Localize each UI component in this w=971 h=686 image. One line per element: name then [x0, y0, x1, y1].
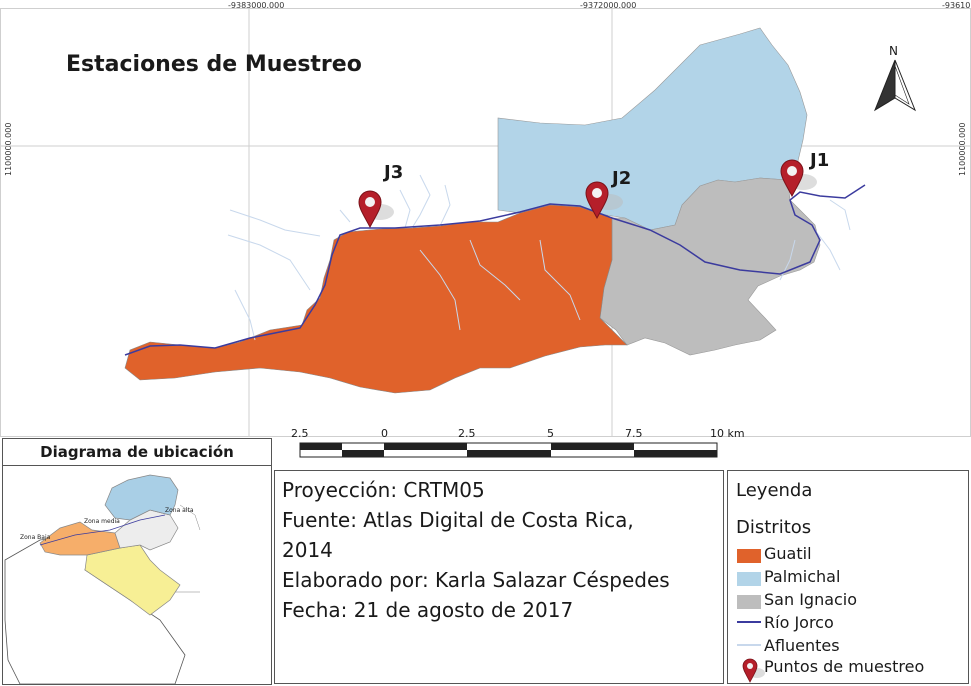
north-arrow-icon: [873, 59, 917, 112]
station-pin-j1: [780, 159, 817, 198]
station-pin-j3: [358, 190, 394, 229]
locator-label-zona-media: Zona media: [84, 518, 120, 525]
station-pin-j2: [585, 181, 623, 220]
legend-title: Leyenda: [736, 480, 813, 501]
legend-item-puntos: Puntos de muestreo: [764, 657, 925, 676]
locator-label-zona-alta: Zona alta: [165, 507, 194, 514]
blue-swatch-icon: [737, 572, 761, 586]
legend-item-afluentes: Afluentes: [764, 636, 840, 655]
legend-item-guatil: Guatil: [764, 544, 812, 563]
grid-label-top-2: -9372000.000: [580, 1, 637, 10]
map-title: Estaciones de Muestreo: [66, 52, 362, 77]
scale-bar: [299, 442, 718, 458]
gray-swatch-icon: [737, 595, 761, 609]
grid-label-top-1: -9383000.000: [228, 1, 285, 10]
san-ignacio-district: [599, 177, 821, 356]
source-text-line1: Fuente: Atlas Digital de Costa Rica,: [282, 508, 634, 532]
station-label-j3: J3: [384, 162, 404, 183]
scale-label-10: 10 km: [710, 427, 745, 440]
scale-label-7-5: 7.5: [625, 427, 643, 440]
afluentes-streams: [227, 174, 851, 341]
date-text: Fecha: 21 de agosto de 2017: [282, 598, 574, 622]
north-label: N: [889, 44, 898, 58]
projection-text: Proyección: CRTM05: [282, 478, 485, 502]
station-label-j1: J1: [810, 150, 830, 171]
legend-panel: [727, 470, 969, 684]
scale-label-neg: 2.5: [291, 427, 309, 440]
legend-subtitle: Distritos: [736, 517, 812, 538]
locator-title: Diagrama de ubicación: [2, 438, 272, 466]
legend-item-palmichal: Palmichal: [764, 567, 841, 586]
legend-item-rio-jorco: Río Jorco: [764, 613, 834, 632]
source-text-line2: 2014: [282, 538, 333, 562]
scale-label-5: 5: [547, 427, 554, 440]
scale-label-2-5: 2.5: [458, 427, 476, 440]
station-label-j2: J2: [612, 168, 632, 189]
author-text: Elaborado por: Karla Salazar Céspedes: [282, 568, 670, 592]
locator-panel: [2, 438, 272, 685]
grid-label-top-3: -93610: [942, 1, 971, 10]
locator-label-zona-baja: Zona Baja: [20, 534, 51, 541]
info-panel: [274, 470, 724, 684]
guatil-district: [124, 204, 628, 394]
legend-item-san-ignacio: San Ignacio: [764, 590, 858, 609]
scale-label-0: 0: [381, 427, 388, 440]
rio-jorco-line: [124, 184, 866, 356]
orange-swatch-icon: [737, 549, 761, 563]
